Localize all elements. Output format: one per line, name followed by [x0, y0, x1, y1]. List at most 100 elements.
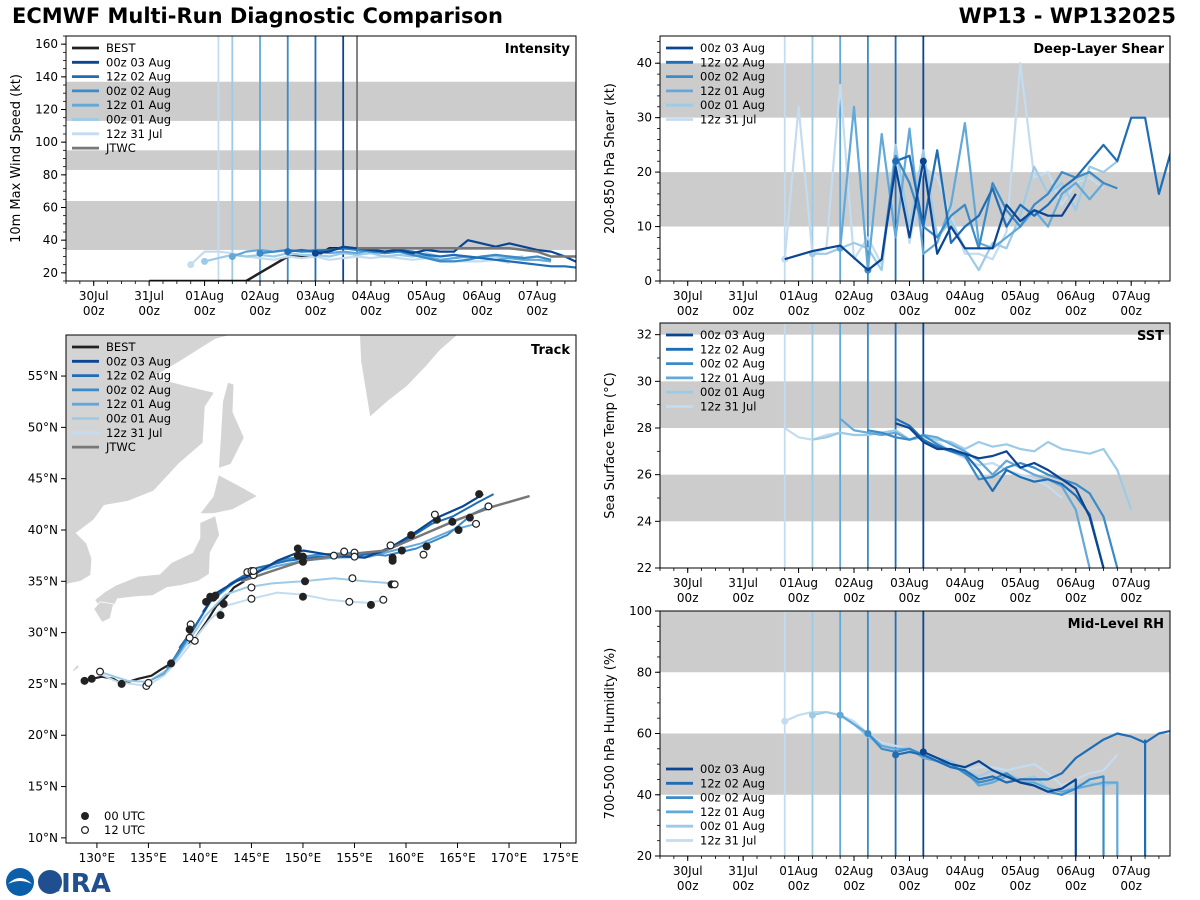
rh-ytick-label: 20	[637, 849, 652, 863]
track-position-marker	[366, 600, 375, 609]
track-series-5	[178, 493, 495, 649]
track-position-marker	[345, 597, 354, 606]
track-position-marker	[87, 674, 96, 683]
track-xtick-label: 175°E	[542, 851, 579, 865]
track-position-marker	[348, 574, 357, 583]
track-position-marker	[340, 547, 349, 556]
shear-legend-label-3: 12z 01 Aug	[700, 84, 765, 98]
sst-xtick-label: 04Aug	[946, 576, 985, 590]
rh-legend-label-3: 12z 01 Aug	[700, 805, 765, 819]
cira-logo: CIRA	[6, 868, 111, 898]
shear-xtick-label: 04Aug	[946, 289, 985, 303]
track-ytick-label: 10°N	[28, 831, 58, 845]
track-position-marker	[144, 678, 153, 687]
rh-xtick-label: 07Aug	[1112, 864, 1151, 878]
rh-xtick-label: 00z	[788, 879, 810, 893]
rh-xtick-label: 00z	[677, 879, 699, 893]
shear-xtick-label: 00z	[1010, 304, 1032, 318]
sst-xtick-label: 02Aug	[835, 576, 874, 590]
track-position-marker	[454, 525, 463, 534]
track-legend-label-2: 12z 02 Aug	[106, 369, 171, 383]
rh-series-marker-4	[892, 751, 900, 759]
rh-panel: 2040608010030Jul00z31Jul00z01Aug00z02Aug…	[603, 604, 1171, 893]
shear-xtick-label: 05Aug	[1001, 289, 1040, 303]
rh-xtick-label: 01Aug	[779, 864, 818, 878]
rh-xtick-label: 05Aug	[1001, 864, 1040, 878]
track-position-marker	[298, 592, 307, 601]
intensity-legend-label-0: BEST	[106, 41, 136, 55]
intensity-xtick-label: 00z	[526, 304, 548, 318]
shear-legend-label-0: 00z 03 Aug	[700, 41, 765, 55]
intensity-xtick-label: 07Aug	[518, 289, 557, 303]
intensity-series-marker-4	[256, 249, 264, 257]
intensity-xtick-label: 31Jul	[134, 289, 164, 303]
track-xtick-label: 130°E	[79, 851, 116, 865]
shear-series-marker-4	[892, 157, 900, 165]
track-marker-legend-symbol-1	[80, 825, 89, 834]
track-position-marker	[419, 550, 428, 559]
intensity-series-marker-3	[228, 253, 236, 260]
sst-series-1	[812, 429, 1133, 511]
sst-band-0	[660, 474, 1170, 522]
track-land-asia-mainland	[66, 335, 231, 585]
rh-series-marker-1	[808, 711, 816, 719]
sst-xtick-label: 00z	[732, 591, 754, 605]
intensity-ytick-label: 160	[35, 37, 58, 51]
track-land-japan-honshu	[94, 515, 220, 621]
track-position-marker	[185, 625, 194, 634]
track-position-marker	[472, 519, 481, 528]
track-position-marker	[422, 542, 431, 551]
intensity-ytick-label: 80	[43, 168, 58, 182]
shear-panel-title: Deep-Layer Shear	[1033, 42, 1164, 57]
sst-plot-area	[783, 323, 1133, 568]
shear-ytick-label: 0	[644, 274, 652, 288]
track-position-marker	[247, 583, 256, 592]
track-ytick-label: 40°N	[28, 523, 58, 537]
noaa-icon	[6, 868, 34, 896]
track-position-marker	[465, 513, 474, 522]
track-marker-legend-label-1: 12 UTC	[104, 823, 145, 837]
rh-xtick-label: 02Aug	[835, 864, 874, 878]
track-legend-label-4: 12z 01 Aug	[106, 397, 171, 411]
track-panel: 130°E 135°E 140°E 145°E 150°E 155°E 160°E 165°E…	[28, 334, 579, 865]
intensity-xtick-label: 00z	[471, 304, 493, 318]
intensity-xtick-label: 00z	[194, 304, 216, 318]
intensity-band-1	[66, 150, 576, 170]
rh-xtick-label: 00z	[954, 879, 976, 893]
shear-xtick-label: 00z	[843, 304, 865, 318]
sst-panel: 22242628303230Jul00z31Jul00z01Aug00z02Au…	[603, 322, 1171, 605]
intensity-panel-title: Intensity	[505, 42, 571, 57]
intensity-ytick-label: 20	[43, 266, 58, 280]
intensity-xtick-label: 02Aug	[241, 289, 280, 303]
sst-series-5	[895, 422, 1105, 568]
track-legend-label-7: JTWC	[105, 440, 136, 454]
shear-xtick-label: 00z	[677, 304, 699, 318]
track-position-marker	[216, 611, 225, 620]
rh-ytick-label: 80	[637, 665, 652, 679]
figure-title: ECMWF Multi-Run Diagnostic Comparison	[12, 4, 503, 28]
rh-band-1	[660, 611, 1170, 673]
rh-plot-area	[781, 611, 1170, 856]
sst-xtick-label: 06Aug	[1056, 576, 1095, 590]
shear-xtick-label: 00z	[732, 304, 754, 318]
rh-xtick-label: 03Aug	[890, 864, 929, 878]
track-position-marker	[249, 567, 258, 576]
shear-xtick-label: 01Aug	[779, 289, 818, 303]
intensity-series-marker-1	[187, 261, 195, 269]
track-legend-label-0: BEST	[106, 340, 136, 354]
track-legend-label-6: 12z 31 Jul	[106, 426, 163, 440]
sst-ytick-label: 26	[637, 468, 652, 482]
sst-legend-label-2: 00z 02 Aug	[700, 357, 765, 371]
shear-xtick-label: 00z	[1120, 304, 1142, 318]
sst-legend-label-1: 12z 02 Aug	[700, 342, 765, 356]
sst-xtick-label: 00z	[954, 591, 976, 605]
sst-ytick-label: 22	[637, 561, 652, 575]
rh-xtick-label: 30Jul	[673, 864, 703, 878]
track-position-marker	[448, 517, 457, 526]
shear-series-5	[784, 160, 1077, 272]
track-xtick-label: 165°E	[439, 851, 476, 865]
track-series-1	[96, 591, 384, 687]
intensity-ytick-label: 120	[35, 103, 58, 117]
rh-series-2	[839, 714, 1119, 856]
rh-series-marker-3	[864, 730, 872, 737]
